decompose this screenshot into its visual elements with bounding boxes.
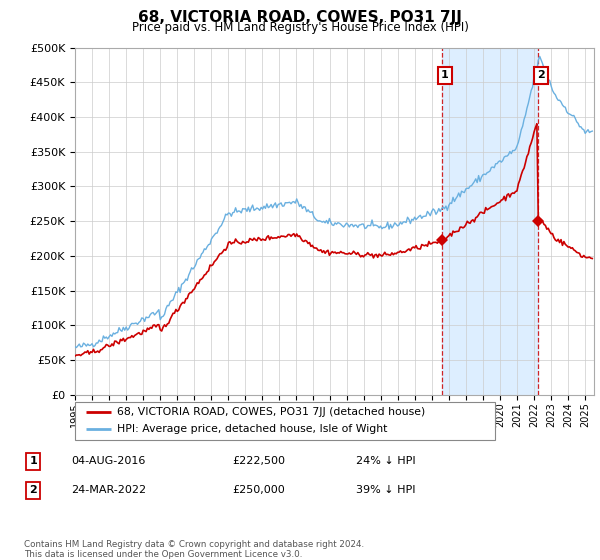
Text: £222,500: £222,500: [232, 456, 286, 466]
Bar: [442, 48, 538, 395]
Text: 39% ↓ HPI: 39% ↓ HPI: [356, 486, 416, 496]
Text: 24% ↓ HPI: 24% ↓ HPI: [356, 456, 416, 466]
Text: 04-AUG-2016: 04-AUG-2016: [71, 456, 146, 466]
Text: 2: 2: [537, 71, 545, 81]
Text: 68, VICTORIA ROAD, COWES, PO31 7JJ (detached house): 68, VICTORIA ROAD, COWES, PO31 7JJ (deta…: [117, 407, 425, 417]
Text: HPI: Average price, detached house, Isle of Wight: HPI: Average price, detached house, Isle…: [117, 424, 388, 435]
Text: Contains HM Land Registry data © Crown copyright and database right 2024.
This d: Contains HM Land Registry data © Crown c…: [24, 540, 364, 559]
Text: £250,000: £250,000: [232, 486, 285, 496]
Text: 68, VICTORIA ROAD, COWES, PO31 7JJ: 68, VICTORIA ROAD, COWES, PO31 7JJ: [138, 10, 462, 25]
Text: 24-MAR-2022: 24-MAR-2022: [71, 486, 147, 496]
FancyBboxPatch shape: [75, 402, 495, 440]
Text: 1: 1: [441, 71, 449, 81]
Text: Price paid vs. HM Land Registry's House Price Index (HPI): Price paid vs. HM Land Registry's House …: [131, 21, 469, 34]
Text: 1: 1: [29, 456, 37, 466]
Text: 2: 2: [29, 486, 37, 496]
